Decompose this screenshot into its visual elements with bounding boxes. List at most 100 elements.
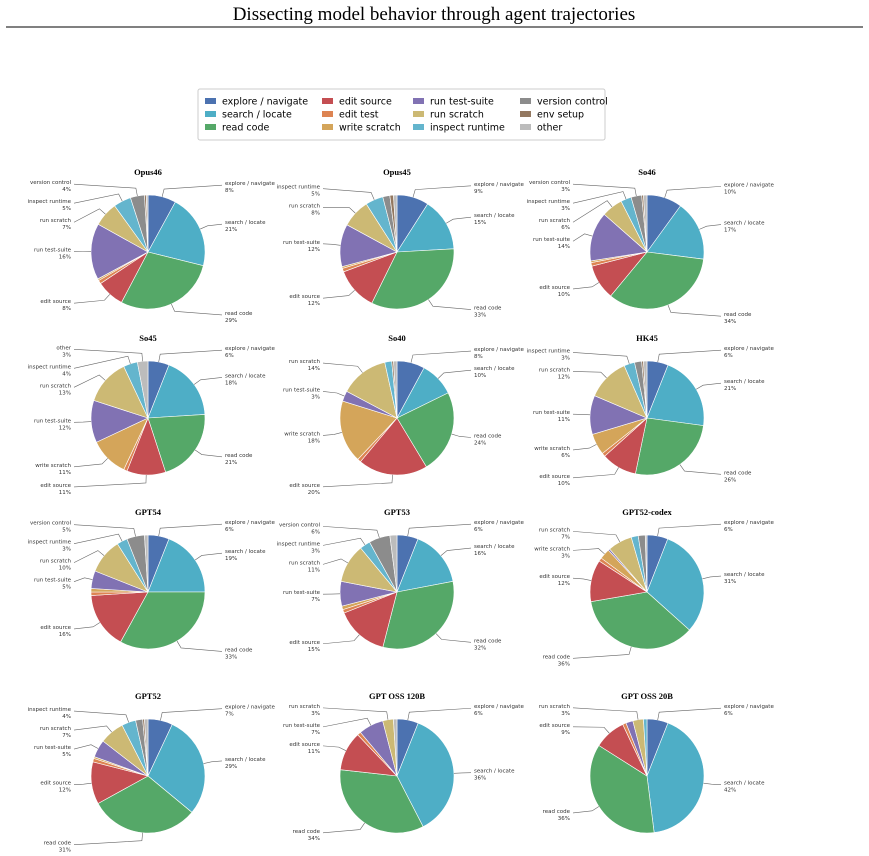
slice-value-label: 12% — [59, 425, 71, 431]
legend-label: explore / navigate — [222, 97, 308, 108]
slice-value-label: 12% — [558, 581, 570, 587]
pie-slice — [589, 745, 655, 834]
leader-line — [428, 299, 472, 310]
pie-slice — [389, 534, 398, 593]
slice-label: search / locate — [474, 544, 515, 550]
leader-line — [73, 524, 136, 537]
leader-line — [322, 391, 345, 397]
legend-swatch — [322, 124, 333, 130]
pie-slice — [147, 724, 206, 813]
slice-value-label: 34% — [308, 836, 320, 842]
slice-value-label: 6% — [225, 353, 234, 359]
pie-title: Opus45 — [383, 167, 411, 177]
slice-label: search / locate — [724, 379, 765, 385]
leader-line — [322, 822, 365, 834]
leader-line — [160, 708, 223, 721]
legend-label: search / locate — [222, 110, 292, 121]
slice-value-label: 42% — [724, 788, 736, 794]
slice-value-label: 12% — [59, 788, 71, 794]
slice-value-label: 36% — [558, 816, 570, 822]
slice-value-label: 24% — [474, 440, 486, 446]
legend-label: run scratch — [430, 110, 484, 121]
legend-swatch — [520, 98, 531, 104]
slice-label: explore / navigate — [724, 520, 774, 526]
pie-slice — [120, 591, 206, 650]
slice-value-label: 8% — [62, 306, 71, 312]
leader-line — [572, 806, 600, 814]
leader-line — [322, 362, 363, 373]
slice-label: inspect runtime — [28, 707, 72, 713]
slice-label: inspect runtime — [527, 348, 571, 354]
slice-value-label: 29% — [225, 318, 237, 324]
leader-line — [679, 464, 722, 475]
leader-line — [664, 186, 722, 198]
slice-value-label: 14% — [558, 244, 570, 250]
slice-value-label: 31% — [59, 848, 71, 854]
slice-label: explore / navigate — [724, 182, 774, 188]
slice-value-label: 6% — [561, 453, 570, 459]
legend-swatch — [322, 111, 333, 117]
pie-slice — [147, 538, 206, 593]
leader-line — [572, 200, 613, 223]
slice-label: edit source — [539, 285, 570, 291]
pie-slice — [643, 360, 648, 419]
slice-value-label: 33% — [474, 313, 486, 319]
leader-line — [322, 188, 375, 200]
leader-line — [322, 745, 347, 751]
leader-line — [453, 772, 472, 774]
leader-line — [73, 374, 106, 388]
leader-line — [572, 282, 600, 290]
legend-label: edit source — [339, 97, 392, 108]
slice-label: inspect runtime — [277, 185, 321, 191]
slice-label: edit source — [40, 299, 71, 305]
slice-label: search / locate — [225, 549, 266, 555]
slice-label: write scratch — [284, 431, 320, 437]
slice-label: run test-suite — [34, 418, 72, 424]
pie-slice — [147, 201, 206, 267]
slice-label: read code — [474, 433, 502, 439]
slice-value-label: 4% — [62, 187, 71, 193]
leader-line — [73, 533, 123, 544]
slice-value-label: 20% — [308, 490, 320, 496]
slice-label: version control — [279, 522, 320, 528]
slice-value-label: 12% — [308, 247, 320, 253]
leader-line — [572, 413, 591, 416]
slice-value-label: 7% — [62, 225, 71, 231]
leader-line — [440, 547, 472, 556]
slice-label: run scratch — [289, 359, 321, 365]
slice-value-label: 10% — [59, 566, 71, 572]
slice-label: run scratch — [289, 204, 321, 210]
pie-slice — [90, 591, 149, 643]
leader-line — [446, 216, 472, 224]
slice-label: search / locate — [474, 769, 515, 775]
slice-value-label: 3% — [561, 206, 570, 212]
slice-value-label: 16% — [474, 551, 486, 557]
slice-value-label: 3% — [62, 352, 71, 358]
slice-label: explore / navigate — [474, 520, 524, 526]
pie-slice — [136, 360, 149, 419]
slice-value-label: 10% — [724, 189, 736, 195]
pie-slice — [339, 400, 398, 460]
pie-slice — [393, 718, 398, 777]
leader-line — [158, 523, 223, 537]
slice-value-label: 9% — [561, 730, 570, 736]
leader-line — [435, 633, 472, 643]
legend-label: version control — [537, 97, 608, 108]
leader-line — [171, 303, 223, 316]
leader-line — [73, 550, 105, 563]
slice-value-label: 7% — [225, 712, 234, 718]
leader-line — [73, 349, 143, 362]
slice-label: run test-suite — [34, 578, 72, 584]
leader-line — [410, 350, 472, 363]
slice-label: edit source — [539, 474, 570, 480]
leader-line — [322, 289, 355, 299]
leader-line — [572, 352, 630, 364]
pie-title: GPT52-codex — [622, 507, 672, 517]
slice-label: search / locate — [225, 220, 266, 226]
legend-swatch — [520, 124, 531, 130]
slice-label: run scratch — [539, 527, 571, 533]
leader-line — [73, 294, 111, 304]
leader-line — [572, 444, 597, 451]
slice-value-label: 5% — [62, 585, 71, 591]
leader-line — [73, 577, 93, 582]
